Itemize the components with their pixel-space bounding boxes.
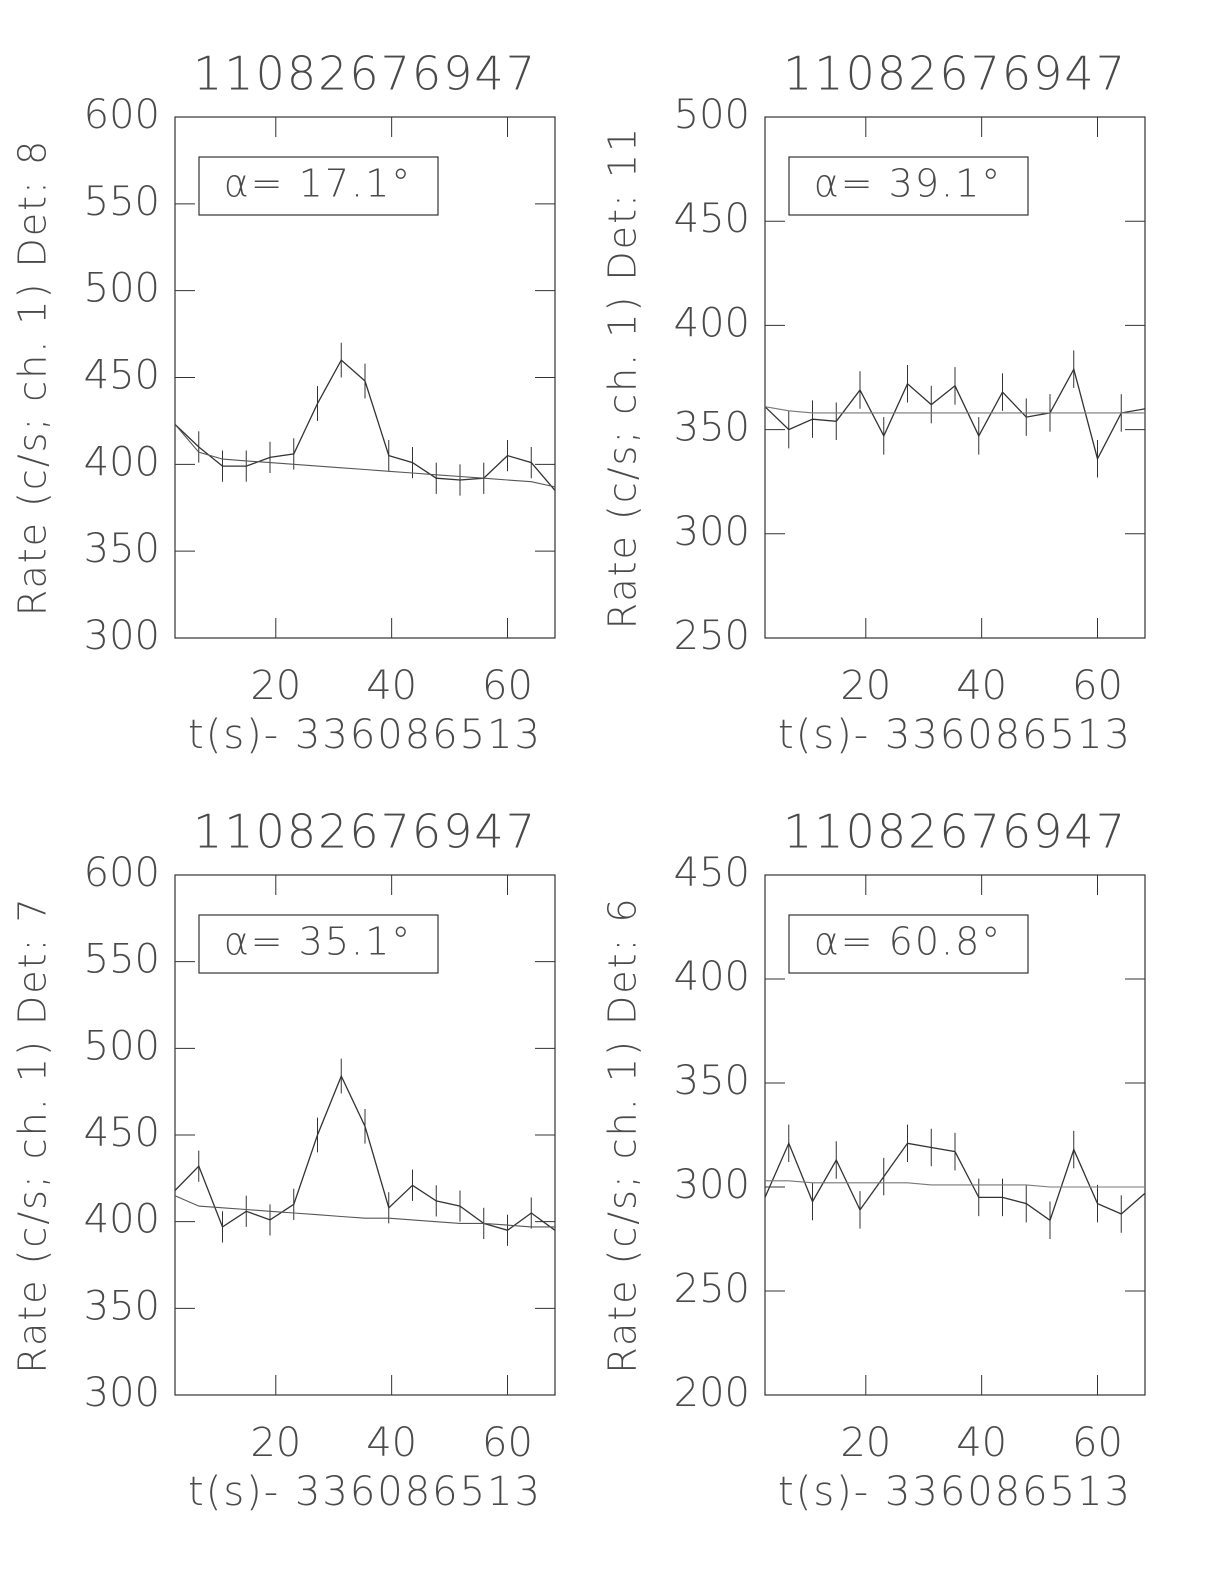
annotation-box	[198, 914, 439, 974]
y-tick-label: 400	[84, 1197, 160, 1243]
chart-title: 11082676947	[193, 805, 537, 859]
y-tick-label: 450	[674, 850, 750, 896]
annotation-box	[788, 914, 1029, 974]
annotation: α= 39.1°	[814, 162, 1003, 206]
series-line	[174, 424, 556, 488]
x-tick-label: 20	[840, 663, 891, 709]
y-tick-label: 350	[674, 405, 750, 451]
y-tick-label: 400	[674, 300, 750, 346]
y-axis-label: Rate (c/s; ch. 1) Det: 11	[601, 126, 645, 629]
x-tick-label: 20	[250, 663, 301, 709]
y-tick-label: 250	[674, 613, 750, 659]
series-line	[174, 1195, 555, 1228]
series-line	[764, 406, 1145, 414]
y-axis-label: Rate (c/s; ch. 1) Det: 7	[11, 896, 55, 1373]
y-tick-label: 500	[674, 92, 750, 138]
x-axis-label: t(s)- 336086513	[188, 712, 542, 758]
y-tick-label: 550	[84, 179, 160, 225]
annotation-box	[788, 156, 1029, 216]
x-tick-label: 40	[366, 1420, 417, 1466]
y-tick-label: 550	[84, 937, 160, 983]
x-tick-label: 60	[482, 1420, 533, 1466]
chart-title: 11082676947	[783, 47, 1127, 101]
annotation: α= 60.8°	[814, 920, 1003, 964]
y-tick-label: 350	[84, 526, 160, 572]
panel: 11082676947 t(s)- 336086513 Rate (c/s; ch.…	[601, 47, 1146, 758]
x-tick-label: 60	[1072, 663, 1123, 709]
chart-title: 11082676947	[193, 47, 537, 101]
annotation-box	[198, 156, 439, 216]
annotation: α= 17.1°	[224, 162, 413, 206]
series-line	[765, 1180, 1145, 1188]
panel: 11082676947 t(s)- 336086513 Rate (c/s; ch.…	[11, 805, 556, 1515]
y-tick-label: 350	[84, 1283, 160, 1329]
x-axis-label: t(s)- 336086513	[778, 1469, 1132, 1515]
y-tick-label: 500	[84, 266, 160, 312]
x-tick-label: 40	[366, 663, 417, 709]
y-tick-label: 350	[674, 1058, 750, 1104]
y-tick-label: 400	[84, 439, 160, 485]
y-tick-label: 200	[674, 1370, 750, 1416]
y-tick-label: 250	[674, 1266, 750, 1312]
panel: 11082676947 t(s)- 336086513 Rate (c/s; ch.…	[601, 805, 1146, 1515]
x-tick-label: 40	[956, 1420, 1007, 1466]
x-tick-label: 20	[840, 1420, 891, 1466]
y-tick-label: 300	[674, 509, 750, 555]
chart-title: 11082676947	[783, 805, 1127, 859]
plot-frame	[764, 116, 1146, 639]
x-axis-label: t(s)- 336086513	[778, 712, 1132, 758]
y-tick-label: 450	[674, 196, 750, 242]
y-tick-label: 500	[84, 1023, 160, 1069]
y-tick-label: 300	[674, 1162, 750, 1208]
y-tick-label: 600	[84, 850, 160, 896]
y-tick-label: 450	[84, 353, 160, 399]
x-tick-label: 60	[1072, 1420, 1123, 1466]
y-axis-label: Rate (c/s; ch. 1) Det: 8	[11, 139, 55, 616]
y-tick-label: 600	[84, 92, 160, 138]
y-tick-label: 450	[84, 1110, 160, 1156]
annotation: α= 35.1°	[224, 920, 413, 964]
y-axis-label: Rate (c/s; ch. 1) Det: 6	[601, 896, 645, 1373]
y-tick-label: 300	[84, 613, 160, 659]
y-tick-label: 400	[674, 954, 750, 1000]
y-tick-label: 300	[84, 1370, 160, 1416]
plot-frame	[764, 874, 1146, 1396]
x-axis-label: t(s)- 336086513	[188, 1469, 542, 1515]
x-tick-label: 60	[482, 663, 533, 709]
x-tick-label: 40	[956, 663, 1007, 709]
series-line	[174, 1074, 556, 1232]
x-tick-label: 20	[250, 1420, 301, 1466]
panel: 11082676947 t(s)- 336086513 Rate (c/s; ch.…	[11, 47, 556, 758]
